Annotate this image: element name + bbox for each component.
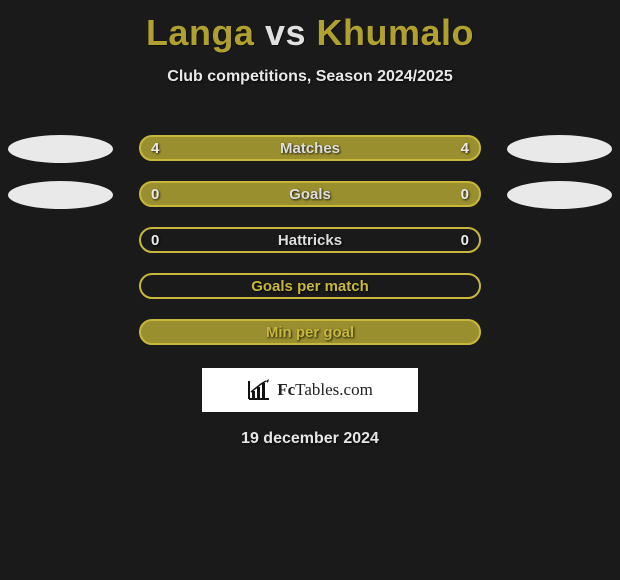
title-vs: vs [265,12,306,53]
stat-value-left: 4 [151,137,159,159]
subtitle: Club competitions, Season 2024/2025 [0,68,620,86]
player1-badge [8,181,113,209]
date-line: 19 december 2024 [0,430,620,448]
brand-rest: Tables.com [295,380,373,399]
stat-value-left: 0 [151,183,159,205]
stat-bar: 0 Hattricks 0 [139,227,481,253]
title-player2: Khumalo [317,12,475,53]
stat-label: Goals per match [251,278,369,295]
stat-label: Hattricks [278,232,342,249]
stat-label: Matches [280,140,340,157]
stat-bar: 4 Matches 4 [139,135,481,161]
stat-label: Goals [289,186,331,203]
stat-row: 4 Matches 4 [0,126,620,172]
stat-label: Min per goal [266,324,354,341]
brand-text: FcTables.com [277,380,373,400]
brand-badge[interactable]: FcTables.com [202,368,418,412]
stat-value-left: 0 [151,229,159,251]
stat-bar: 0 Goals 0 [139,181,481,207]
player1-badge [8,135,113,163]
title-player1: Langa [146,12,255,53]
stat-bar: Min per goal [139,319,481,345]
player2-badge [507,181,612,209]
stat-row: 0 Hattricks 0 [0,218,620,264]
stat-row: Min per goal [0,310,620,356]
player2-badge [507,135,612,163]
brand-fc: Fc [277,380,295,399]
stat-value-right: 0 [461,183,469,205]
page-title: Langa vs Khumalo [0,12,620,54]
stat-value-right: 0 [461,229,469,251]
bar-chart-icon [247,379,271,401]
stat-value-right: 4 [461,137,469,159]
stat-bar: Goals per match [139,273,481,299]
stat-rows: 4 Matches 4 0 Goals 0 0 Hattricks 0 Goals per mat… [0,126,620,356]
stat-row: Goals per match [0,264,620,310]
stat-row: 0 Goals 0 [0,172,620,218]
comparison-card: Langa vs Khumalo Club competitions, Seas… [0,0,620,580]
